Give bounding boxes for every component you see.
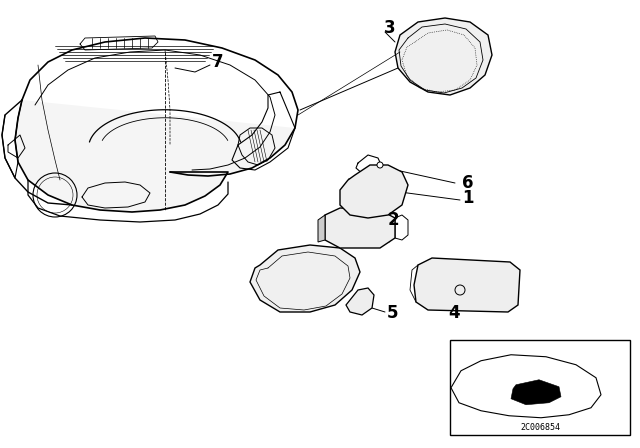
Polygon shape	[318, 215, 325, 242]
Polygon shape	[325, 208, 395, 248]
Text: 4: 4	[448, 304, 460, 322]
Text: 7: 7	[212, 53, 224, 71]
Polygon shape	[340, 165, 408, 218]
Polygon shape	[15, 100, 295, 212]
Polygon shape	[346, 288, 374, 315]
Polygon shape	[511, 380, 561, 405]
Text: 2: 2	[387, 211, 399, 229]
Text: 1: 1	[462, 189, 474, 207]
Text: 2C006854: 2C006854	[520, 422, 560, 431]
Text: 5: 5	[387, 304, 399, 322]
Text: 3: 3	[384, 19, 396, 37]
Circle shape	[377, 162, 383, 168]
Polygon shape	[250, 245, 360, 312]
Bar	[450, 340, 630, 435]
Polygon shape	[451, 355, 601, 418]
Text: 6: 6	[462, 174, 474, 192]
Polygon shape	[395, 18, 492, 95]
Polygon shape	[414, 258, 520, 312]
